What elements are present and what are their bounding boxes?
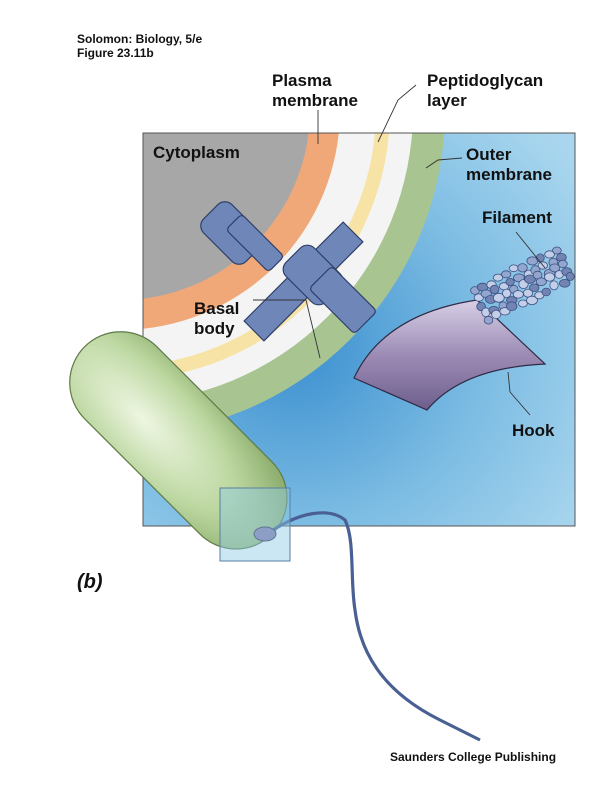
enlarged-view-border [142, 132, 576, 527]
filament-subunit [559, 278, 571, 288]
filament-subunit [502, 288, 512, 298]
filament-subunit [512, 290, 524, 299]
filament-subunit [544, 272, 556, 282]
label-filament: Filament [482, 208, 552, 227]
filament-subunit [489, 284, 500, 295]
figure-source: Solomon: Biology, 5/e [77, 32, 203, 46]
label-plasma-membrane-line2: membrane [272, 91, 358, 110]
filament-subunit [549, 263, 561, 273]
figure-number: Figure 23.11b [77, 46, 154, 60]
label-plasma-membrane-line1: Plasma [272, 71, 332, 90]
filament-subunit [552, 246, 562, 255]
filament-subunit [549, 280, 559, 291]
filament-subunit [526, 295, 538, 305]
filament-subunit [518, 299, 528, 308]
basal-body [200, 201, 376, 342]
filament [470, 246, 575, 325]
flagellum-base [253, 526, 277, 542]
label-basal-body-line1: Basal [194, 299, 240, 318]
label-peptidoglycan-line1: Peptidoglycan [427, 71, 544, 90]
filament-subunit [492, 273, 504, 282]
label-cytoplasm: Cytoplasm [153, 143, 240, 162]
flagellum-line [265, 511, 481, 742]
filament-subunit [544, 250, 555, 259]
filament-subunit [501, 270, 512, 279]
label-outer-membrane-line2: membrane [466, 165, 552, 184]
filament-subunit [557, 259, 568, 268]
publisher-credit: Saunders College Publishing [390, 750, 557, 764]
filament-subunit [529, 283, 540, 292]
filament-subunit [505, 277, 515, 286]
panel-label: (b) [77, 571, 103, 593]
label-peptidoglycan-line2: layer [427, 91, 467, 110]
filament-subunit [492, 292, 505, 303]
filament-subunit [524, 274, 536, 284]
label-basal-body-line2: body [194, 319, 235, 338]
leader-lines [253, 84, 546, 416]
filament-subunit [508, 264, 519, 273]
label-hook: Hook [512, 421, 555, 440]
filament-subunit [565, 271, 575, 281]
filament-subunit [491, 309, 502, 319]
label-outer-membrane-line1: Outer [466, 145, 512, 164]
enlarged-region-marker [219, 487, 291, 562]
filament-subunit [473, 293, 484, 302]
filament-subunit [535, 253, 545, 263]
filament-subunit [541, 287, 551, 297]
hook [353, 299, 547, 411]
filament-subunit [506, 301, 518, 312]
filament-subunit [483, 315, 494, 325]
bacterium [69, 331, 481, 742]
filament-subunit [517, 263, 528, 273]
filament-subunit [499, 307, 511, 316]
filament-subunit [535, 277, 547, 287]
